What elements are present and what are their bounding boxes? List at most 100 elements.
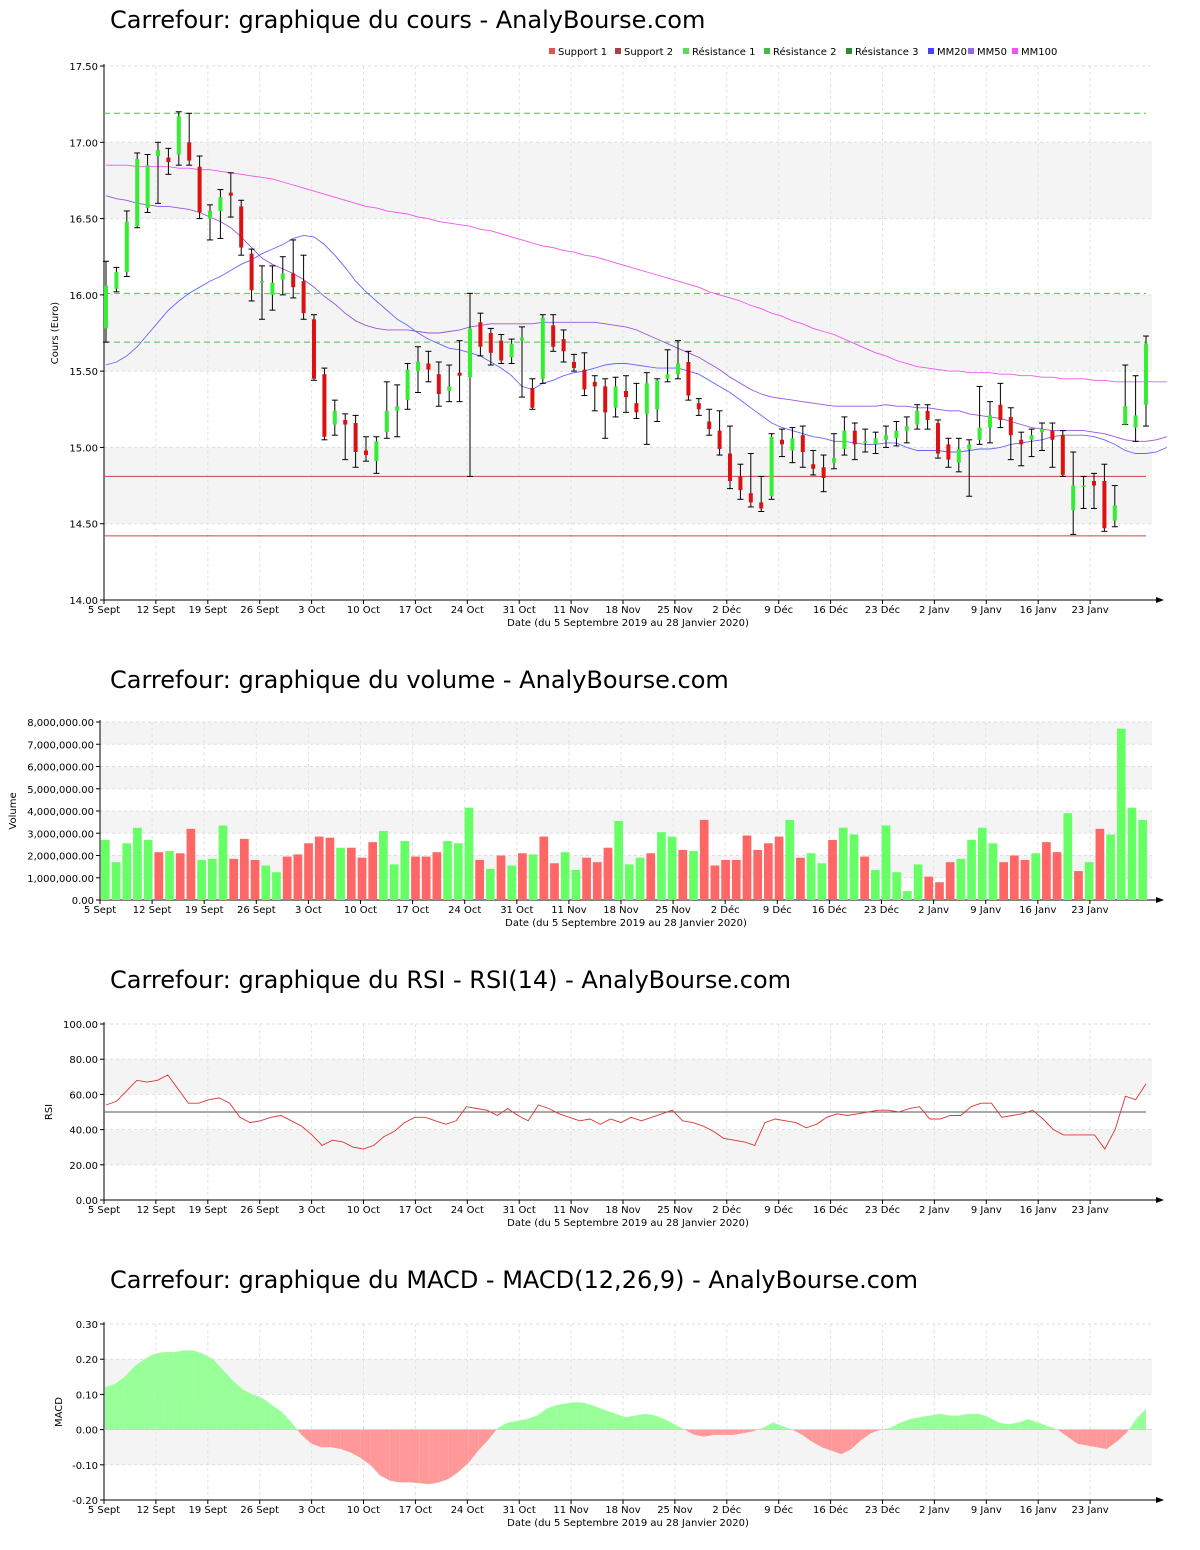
macd-ytick-label: 0.30 xyxy=(76,1320,98,1331)
volume-bar xyxy=(122,843,132,900)
candle xyxy=(342,413,349,461)
candle-body xyxy=(884,435,888,440)
macd-area xyxy=(517,1419,528,1430)
candle xyxy=(737,463,744,500)
macd-area xyxy=(311,1429,322,1448)
volume-bar xyxy=(261,865,271,900)
volume-bar xyxy=(218,825,228,900)
candle xyxy=(664,349,671,383)
candle xyxy=(446,364,453,403)
macd-area xyxy=(105,1383,115,1430)
macd-area xyxy=(232,1380,243,1430)
volume-bar xyxy=(1063,813,1073,900)
volume-xtick-label: 5 Sept xyxy=(84,905,116,916)
macd-area xyxy=(782,1426,793,1430)
candle xyxy=(467,292,473,477)
candle xyxy=(217,189,224,239)
rsi-xtick-label: 23 Janv xyxy=(1071,1205,1108,1216)
candle-body xyxy=(1040,429,1044,433)
macd-area xyxy=(1018,1419,1029,1430)
macd-area xyxy=(1077,1429,1088,1446)
volume-xtick-label: 12 Sept xyxy=(133,905,172,916)
candle-body xyxy=(343,419,348,425)
price-ytick-label: 14.00 xyxy=(69,596,98,607)
candle xyxy=(352,414,359,468)
volume-bar xyxy=(764,843,773,900)
macd-area xyxy=(674,1424,685,1430)
candle xyxy=(675,340,681,380)
macd-area xyxy=(379,1429,390,1481)
candle xyxy=(799,425,806,468)
candle xyxy=(820,454,827,493)
volume-bar xyxy=(464,807,474,900)
candle-body xyxy=(1008,416,1013,436)
rsi-line xyxy=(105,1074,1147,1150)
macd-area xyxy=(409,1429,420,1484)
volume-bar xyxy=(1031,853,1041,900)
macd-xtick-label: 23 Janv xyxy=(1071,1505,1108,1516)
macd-xtick-label: 9 Déc xyxy=(764,1504,793,1516)
candle xyxy=(539,314,546,384)
macd-area xyxy=(291,1422,298,1430)
candle xyxy=(259,265,265,320)
volume-bar xyxy=(785,819,795,900)
macd-area xyxy=(389,1429,400,1483)
volume-bar xyxy=(1042,842,1051,900)
candle-body xyxy=(468,328,472,378)
candle xyxy=(1101,463,1108,532)
macd-area xyxy=(625,1415,636,1430)
macd-band xyxy=(104,1359,1152,1395)
candle xyxy=(987,401,993,444)
candle xyxy=(571,353,577,372)
legend-swatch xyxy=(846,48,852,54)
candle xyxy=(695,398,702,416)
volume-bar xyxy=(154,852,164,900)
rsi-xtick-label: 23 Déc xyxy=(865,1204,900,1216)
candle-body xyxy=(499,340,504,361)
volume-bar xyxy=(870,869,880,900)
candle-body xyxy=(114,271,119,289)
macd-area xyxy=(1136,1408,1146,1430)
candle-body xyxy=(353,423,358,453)
macd-area xyxy=(154,1352,164,1430)
candle-body xyxy=(156,149,160,157)
macd-area xyxy=(762,1422,773,1430)
macd-area xyxy=(929,1413,940,1430)
price-ytick-label: 14.50 xyxy=(69,520,98,531)
candle xyxy=(519,326,525,398)
candle-body xyxy=(676,363,680,375)
volume-bar xyxy=(817,863,827,900)
volume-bar xyxy=(1074,871,1083,900)
candle-body xyxy=(478,322,483,347)
macd-area xyxy=(841,1429,852,1455)
price-xtick-label: 12 Sept xyxy=(137,605,176,616)
candle-body xyxy=(416,361,420,372)
rsi-band xyxy=(104,1059,1152,1095)
legend-swatch xyxy=(615,48,621,54)
macd-area xyxy=(792,1429,803,1435)
price-xtick-label: 24 Oct xyxy=(451,605,484,616)
macd-area xyxy=(576,1402,587,1430)
volume-bar xyxy=(881,825,891,900)
macd-area xyxy=(1128,1419,1137,1430)
legend-label: Résistance 3 xyxy=(855,46,918,58)
volume-bar xyxy=(614,821,623,900)
volume-bar xyxy=(101,839,110,900)
candle-body xyxy=(270,282,275,295)
macd-area xyxy=(134,1359,145,1430)
candle-body xyxy=(998,404,1003,420)
candle-body xyxy=(488,333,493,353)
macd-area xyxy=(704,1429,714,1437)
candle-body xyxy=(936,423,940,454)
volume-bar xyxy=(646,853,656,900)
price-xtick-label: 9 Janv xyxy=(971,605,1002,616)
volume-bar xyxy=(485,868,495,900)
candle xyxy=(862,428,869,453)
volume-xtick-label: 3 Oct xyxy=(295,905,322,916)
candle-body xyxy=(145,165,150,208)
volume-bar xyxy=(678,849,688,900)
macd-area xyxy=(645,1413,655,1430)
candle xyxy=(1111,485,1118,528)
candle-body xyxy=(322,374,327,437)
rsi-xtick-label: 11 Nov xyxy=(553,1205,589,1216)
